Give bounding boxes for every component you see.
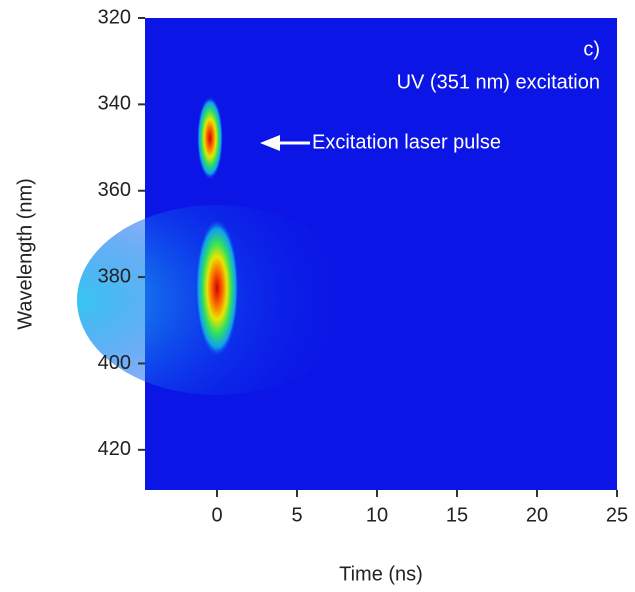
y-tick-label: 340 [98, 93, 131, 115]
y-tick-label: 320 [98, 6, 131, 28]
emission-peak [195, 218, 239, 358]
x-tick-label: 10 [366, 504, 388, 526]
x-tick-label: 20 [526, 504, 548, 526]
x-tick-label: 5 [291, 504, 302, 526]
x-tick-label: 15 [446, 504, 468, 526]
y-tick-label: 360 [98, 179, 131, 201]
intensity-map [77, 96, 357, 395]
y-tick-label: 380 [98, 265, 131, 287]
y-axis-label: Wavelength (nm) [14, 178, 36, 330]
annotation: Excitation laser pulse [312, 131, 501, 153]
x-axis-label: Time (ns) [339, 563, 423, 585]
y-tick-label: 400 [98, 352, 131, 374]
y-tick-label: 420 [98, 438, 131, 460]
laser-pulse [197, 96, 223, 180]
annotation: UV (351 nm) excitation [397, 71, 600, 93]
x-tick-label: 0 [211, 504, 222, 526]
arrow-head [260, 135, 280, 151]
x-tick-label: 25 [606, 504, 628, 526]
panel-label: c) [583, 38, 600, 60]
